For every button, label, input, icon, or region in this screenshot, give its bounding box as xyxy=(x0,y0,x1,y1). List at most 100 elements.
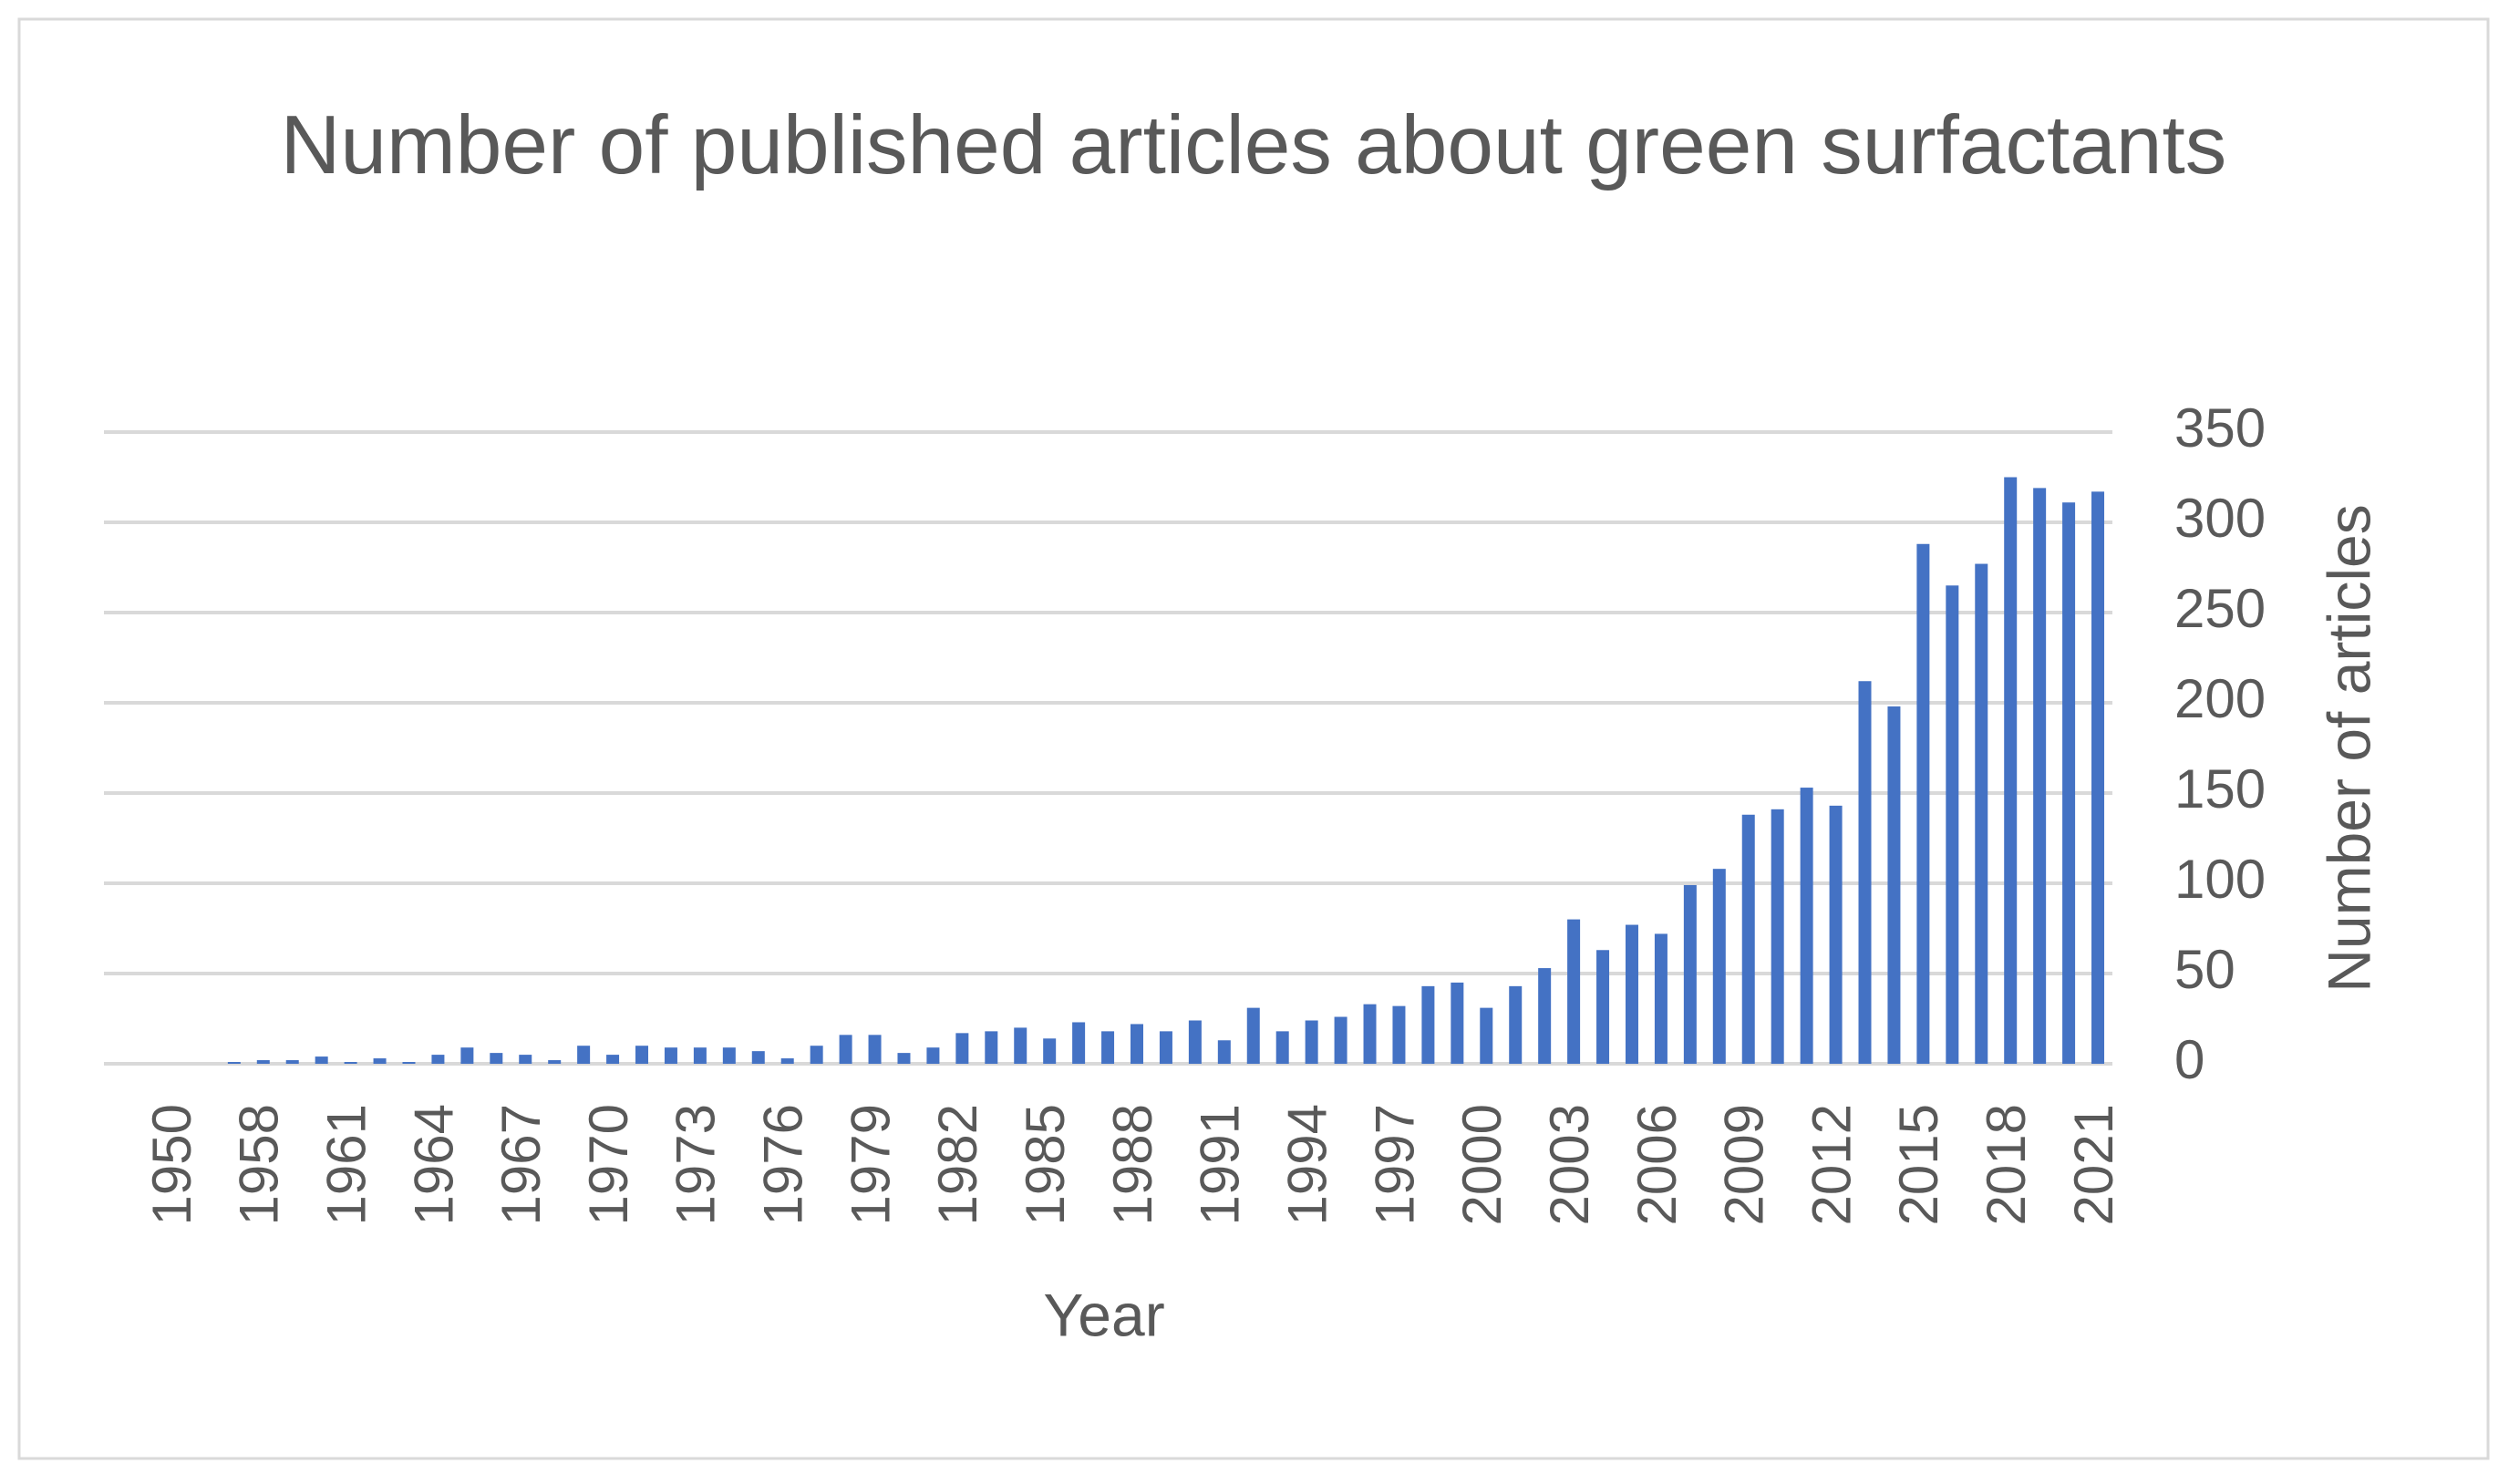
x-tick-label: 1967 xyxy=(490,1104,552,1225)
bar xyxy=(1625,924,1638,1064)
bar xyxy=(1480,1007,1493,1064)
bar xyxy=(780,1058,794,1064)
x-tick-label: 2000 xyxy=(1451,1104,1513,1225)
bar xyxy=(2062,502,2076,1064)
x-tick-label: 1970 xyxy=(578,1104,639,1225)
x-axis-title: Year xyxy=(1043,1281,1164,1348)
y-tick-label: 50 xyxy=(2174,939,2235,1000)
bar xyxy=(1101,1031,1115,1064)
x-tick-label: 2006 xyxy=(1626,1104,1688,1225)
bar xyxy=(1072,1022,1086,1064)
x-tick-label: 1979 xyxy=(840,1104,901,1225)
bar xyxy=(722,1047,736,1064)
x-tick-label: 1964 xyxy=(403,1104,464,1225)
bar xyxy=(839,1035,852,1064)
y-tick-label: 350 xyxy=(2174,397,2266,459)
bar xyxy=(1159,1031,1172,1064)
bar xyxy=(285,1060,299,1064)
x-tick-label: 2012 xyxy=(1801,1104,1862,1225)
x-tick-label: 1976 xyxy=(753,1104,814,1225)
bar xyxy=(1451,982,1464,1064)
bar xyxy=(1771,809,1784,1064)
bar xyxy=(1217,1040,1231,1064)
bar xyxy=(1188,1020,1202,1064)
bar xyxy=(693,1047,707,1064)
y-tick-label: 100 xyxy=(2174,849,2266,910)
bar xyxy=(1246,1007,1260,1064)
x-tick-label: 2018 xyxy=(1976,1104,2037,1225)
bar xyxy=(606,1055,620,1064)
bar xyxy=(1829,805,1843,1064)
bar xyxy=(2004,477,2018,1064)
bar xyxy=(1014,1027,1027,1064)
bar xyxy=(751,1051,765,1064)
x-tick-label: 1973 xyxy=(666,1104,727,1225)
bar xyxy=(1887,706,1901,1064)
y-tick-label: 250 xyxy=(2174,578,2266,639)
x-tick-label: 1991 xyxy=(1190,1104,1251,1225)
bar xyxy=(460,1047,474,1064)
bar xyxy=(227,1062,241,1064)
x-tick-label: 1961 xyxy=(315,1104,377,1225)
bar xyxy=(1741,814,1755,1064)
bar xyxy=(490,1053,503,1064)
x-tick-label: 2009 xyxy=(1714,1104,1775,1225)
bar xyxy=(1275,1031,1289,1064)
bar xyxy=(1683,884,1697,1064)
bar xyxy=(402,1062,416,1064)
title-box: Number of published articles about green… xyxy=(280,99,2227,191)
bar xyxy=(985,1031,998,1064)
bar xyxy=(1334,1016,1347,1064)
y-tick-label: 150 xyxy=(2174,758,2266,819)
bar xyxy=(1916,543,1930,1064)
x-tick-label: 1985 xyxy=(1015,1104,1076,1225)
y-tick-label: 300 xyxy=(2174,488,2266,549)
bar xyxy=(810,1046,823,1064)
bar xyxy=(1363,1004,1377,1064)
bar xyxy=(2033,488,2047,1064)
bar xyxy=(431,1055,445,1064)
y-tick-label: 200 xyxy=(2174,668,2266,729)
bar xyxy=(1567,919,1581,1064)
bar xyxy=(577,1046,591,1064)
x-tick-label: 1958 xyxy=(229,1104,290,1225)
x-tick-label: 1997 xyxy=(1364,1104,1425,1225)
bar xyxy=(1858,681,1872,1064)
bar xyxy=(1392,1005,1406,1064)
bar xyxy=(373,1058,387,1064)
x-tick-label: 2003 xyxy=(1539,1104,1600,1225)
bar xyxy=(519,1055,532,1064)
bar xyxy=(635,1046,649,1064)
bar xyxy=(1975,563,1988,1064)
x-tick-label: 1988 xyxy=(1102,1104,1163,1225)
bar xyxy=(1421,985,1435,1064)
x-tick-label: 1982 xyxy=(927,1104,988,1225)
bar xyxy=(256,1060,270,1064)
bar xyxy=(1654,933,1668,1064)
y-tick-label: 0 xyxy=(2174,1029,2204,1090)
x-tick-label: 2015 xyxy=(1888,1104,1949,1225)
bar xyxy=(664,1047,677,1064)
bar xyxy=(315,1056,328,1064)
bar xyxy=(548,1060,562,1064)
bar xyxy=(1538,968,1552,1064)
bar xyxy=(1043,1038,1057,1064)
y-axis-title: Number of articles xyxy=(2315,504,2382,993)
bar xyxy=(955,1033,969,1064)
x-tick-label: 1994 xyxy=(1276,1104,1337,1225)
bar xyxy=(1946,585,1959,1064)
bar xyxy=(1509,985,1523,1064)
chart-title: Number of published articles about green… xyxy=(280,99,2227,191)
bar xyxy=(868,1035,882,1064)
bar xyxy=(2091,491,2105,1064)
bar xyxy=(1800,788,1813,1064)
x-tick-label: 2021 xyxy=(2063,1104,2124,1225)
bar xyxy=(926,1047,940,1064)
x-tick-label: 1950 xyxy=(141,1104,202,1225)
bar xyxy=(344,1062,357,1064)
bar xyxy=(1305,1020,1318,1064)
bar xyxy=(1596,950,1610,1064)
bar xyxy=(897,1053,911,1064)
chart-border xyxy=(17,17,2490,1460)
